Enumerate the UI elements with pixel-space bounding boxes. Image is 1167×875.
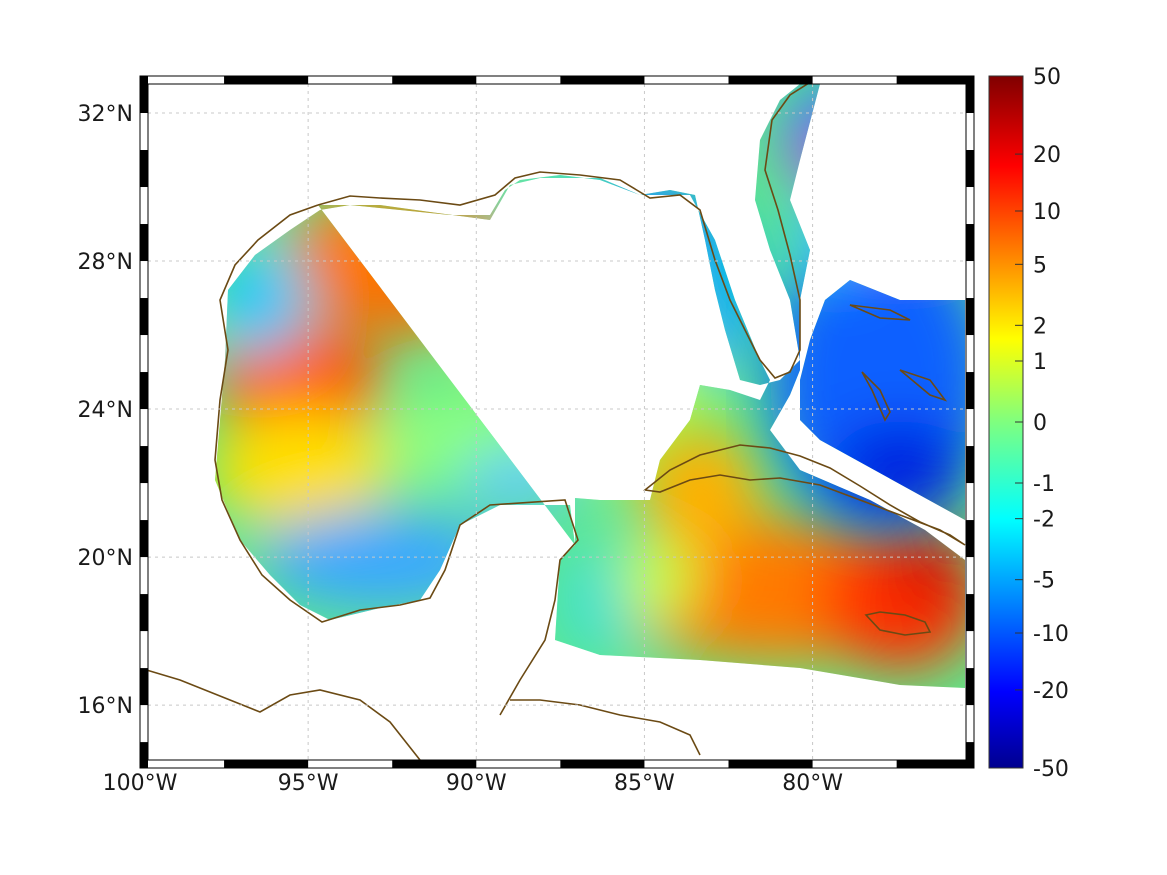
frame-segment [966, 150, 974, 188]
frame-segment [560, 760, 645, 768]
frame-segment [728, 760, 813, 768]
lat-tick-label: 20°N [78, 546, 133, 571]
frame-segment [896, 760, 974, 768]
lat-tick-label: 24°N [78, 398, 133, 423]
frame-segment [140, 150, 148, 188]
frame-segment [140, 520, 148, 558]
lon-tick-label: 90°W [446, 771, 507, 796]
frame-segment [140, 372, 148, 410]
frame-segment [140, 224, 148, 262]
frame-inner [147, 83, 967, 761]
colorbar-tick-label: 50 [1033, 65, 1061, 90]
gridlines [148, 84, 966, 760]
frame-segment [140, 446, 148, 484]
colorbar-tick-label: -20 [1033, 679, 1069, 704]
frame-segment [728, 76, 813, 84]
colorbar-tick-label: -50 [1033, 757, 1069, 782]
frame-segment [966, 742, 974, 768]
colorbar-tick-label: 1 [1033, 350, 1047, 375]
frame-segment [560, 76, 645, 84]
longitude-tick-labels: 100°W 95°W 90°W 85°W 80°W [103, 771, 844, 796]
frame-segment [140, 76, 148, 114]
frame-segment [896, 76, 974, 84]
map-frame [139, 75, 975, 769]
colorbar-tick-label: -5 [1033, 569, 1055, 594]
frame-segment [966, 372, 974, 410]
frame-segment [224, 76, 309, 84]
frame-segment [966, 298, 974, 336]
lat-tick-label: 32°N [78, 102, 133, 127]
lon-tick-label: 80°W [782, 771, 843, 796]
latitude-tick-labels: 16°N 20°N 24°N 28°N 32°N [78, 102, 133, 719]
colorbar-tick-label: 10 [1033, 200, 1061, 225]
colorbar-tick-label: 0 [1033, 411, 1047, 436]
frame-segment [140, 298, 148, 336]
frame-segment [224, 760, 309, 768]
frame-segment [966, 668, 974, 706]
colorbar-tick-label: 2 [1033, 314, 1047, 339]
frame-segment [140, 594, 148, 632]
frame-segment [966, 520, 974, 558]
colorbar-tick-label: -10 [1033, 622, 1069, 647]
frame-segment [966, 224, 974, 262]
colorbar-tick-label: 20 [1033, 143, 1061, 168]
colorbar-tick-label: -2 [1033, 508, 1055, 533]
frame-segment [392, 760, 477, 768]
frame-outline [139, 75, 975, 769]
frame-segment [140, 742, 148, 768]
lat-tick-label: 28°N [78, 250, 133, 275]
lon-tick-label: 85°W [614, 771, 675, 796]
frame-segment [966, 594, 974, 632]
lon-tick-label: 100°W [103, 771, 178, 796]
frame-segment [140, 668, 148, 706]
colorbar-tick-label: -1 [1033, 472, 1055, 497]
frame-segment [966, 76, 974, 114]
lon-tick-label: 95°W [278, 771, 339, 796]
frame-segment [392, 76, 477, 84]
lat-tick-label: 16°N [78, 694, 133, 719]
frame-segment [966, 446, 974, 484]
colorbar-tick-label: 5 [1033, 253, 1047, 278]
